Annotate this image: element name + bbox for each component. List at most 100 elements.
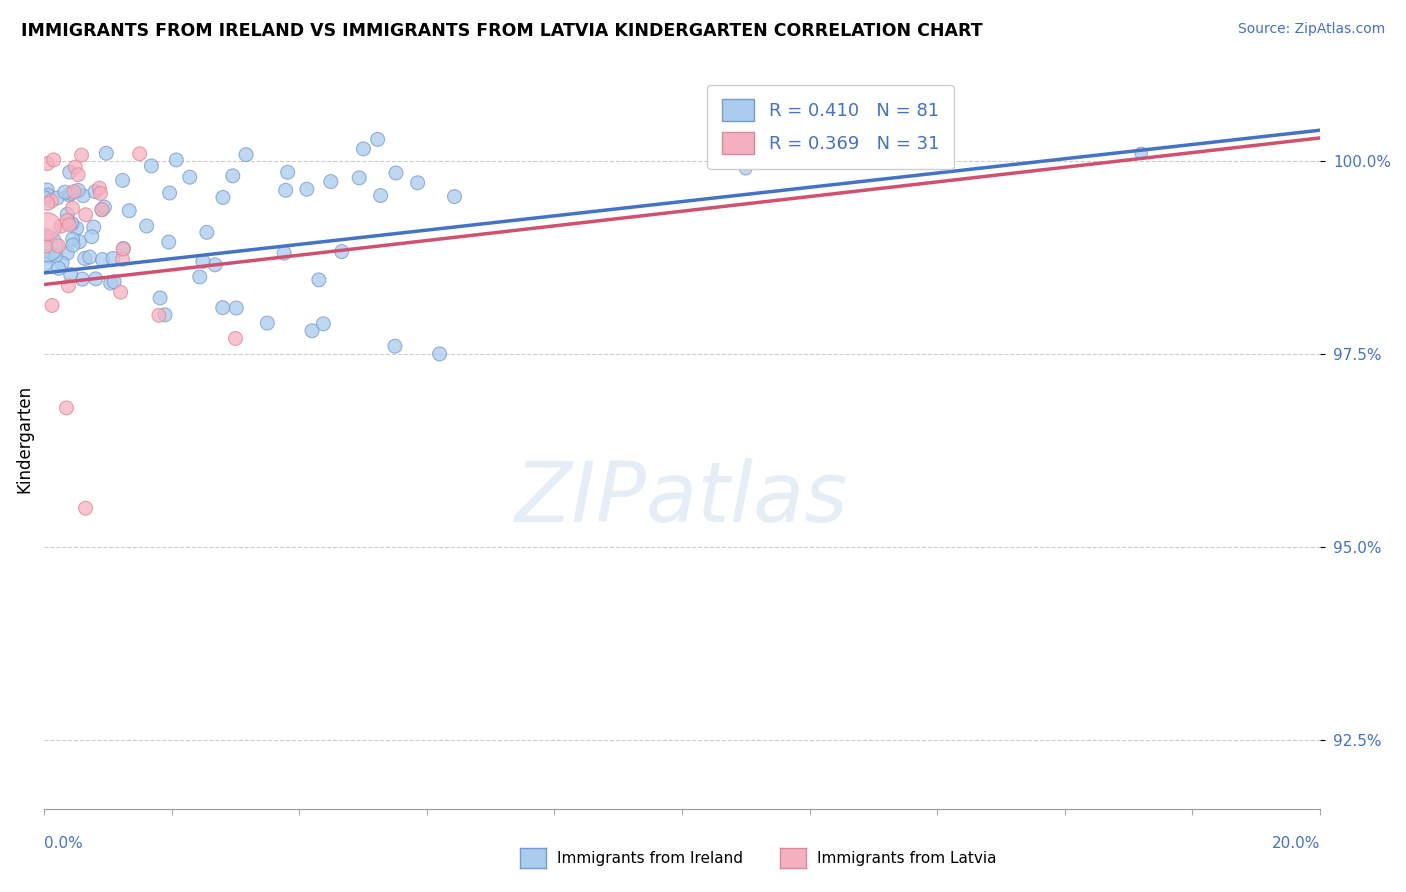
Point (112, 242, 135, 256)
Point (734, 161, 756, 176)
Point (385, 166, 408, 180)
Point (224, 331, 246, 345)
Point (48, 261, 70, 276)
Point (56, 246, 79, 260)
Point (55, 401, 77, 415)
Point (103, 275, 125, 289)
Text: ZIPatlas: ZIPatlas (515, 458, 849, 539)
Point (96, 146, 118, 161)
Point (37, 183, 59, 197)
Point (80, 229, 103, 244)
Point (148, 309, 170, 323)
Point (256, 316, 278, 330)
Point (53, 185, 76, 199)
Point (225, 301, 247, 315)
Point (67, 235, 90, 249)
Point (112, 242, 135, 256)
Point (111, 252, 134, 267)
Point (312, 317, 335, 331)
Point (101, 252, 124, 266)
Point (319, 175, 342, 189)
Point (89, 181, 111, 195)
Point (51, 256, 73, 270)
Text: IMMIGRANTS FROM IRELAND VS IMMIGRANTS FROM LATVIA KINDERGARTEN CORRELATION CHART: IMMIGRANTS FROM IRELAND VS IMMIGRANTS FR… (21, 22, 983, 40)
Point (56, 213, 79, 227)
Point (41, 298, 63, 312)
Point (70, 148, 93, 162)
Point (67, 183, 90, 197)
Point (222, 169, 245, 183)
Point (63, 160, 86, 174)
Point (93, 200, 115, 214)
Point (62, 238, 84, 252)
Point (211, 301, 233, 315)
Point (73, 252, 96, 266)
Point (37, 188, 59, 202)
Point (165, 153, 187, 167)
Point (59, 165, 82, 179)
Point (384, 339, 406, 353)
Point (72, 188, 94, 202)
Point (60, 216, 83, 230)
Point (42, 153, 65, 167)
Point (67, 168, 90, 182)
Point (110, 285, 132, 300)
Point (49, 219, 72, 233)
Point (1130, 146, 1153, 161)
Point (37, 239, 59, 253)
Point (37, 249, 59, 263)
Point (37, 156, 59, 170)
Text: 0.0%: 0.0% (44, 836, 83, 851)
Point (46, 191, 69, 205)
Point (37, 196, 59, 211)
Point (128, 146, 150, 161)
Point (35, 239, 58, 253)
Point (89, 186, 111, 201)
Point (141, 159, 163, 173)
Point (347, 170, 370, 185)
Point (41, 194, 63, 208)
Point (48, 239, 70, 253)
Point (274, 183, 297, 197)
Point (188, 269, 211, 284)
Point (79, 250, 101, 264)
Y-axis label: Kindergarten: Kindergarten (15, 384, 32, 492)
Point (301, 324, 323, 338)
Point (429, 347, 451, 361)
Point (84, 272, 107, 286)
Point (370, 188, 392, 202)
Point (153, 308, 176, 322)
Legend: R = 0.410   N = 81, R = 0.369   N = 31: R = 0.410 N = 81, R = 0.369 N = 31 (707, 85, 953, 169)
Point (204, 258, 226, 272)
Point (212, 190, 235, 204)
Point (63, 185, 86, 199)
Point (60, 186, 83, 201)
Point (195, 225, 218, 239)
Point (149, 291, 172, 305)
Point (277, 165, 299, 179)
Point (157, 235, 180, 249)
Point (273, 246, 295, 260)
Point (75, 501, 97, 516)
Point (66, 221, 89, 235)
Point (135, 219, 157, 233)
Point (62, 201, 84, 215)
Point (90, 202, 112, 217)
Point (406, 176, 429, 190)
Point (111, 173, 134, 187)
Point (84, 185, 107, 199)
Text: 20.0%: 20.0% (1271, 836, 1320, 851)
Point (330, 244, 353, 259)
Point (45, 249, 67, 263)
Point (118, 203, 141, 218)
Point (58, 218, 80, 232)
Point (62, 232, 84, 246)
Point (159, 186, 181, 200)
Point (75, 208, 97, 222)
Point (34, 257, 56, 271)
Point (37, 219, 59, 234)
Text: Immigrants from Latvia: Immigrants from Latvia (817, 851, 997, 865)
Point (35, 228, 58, 243)
Point (100, 276, 122, 290)
Point (56, 207, 79, 221)
